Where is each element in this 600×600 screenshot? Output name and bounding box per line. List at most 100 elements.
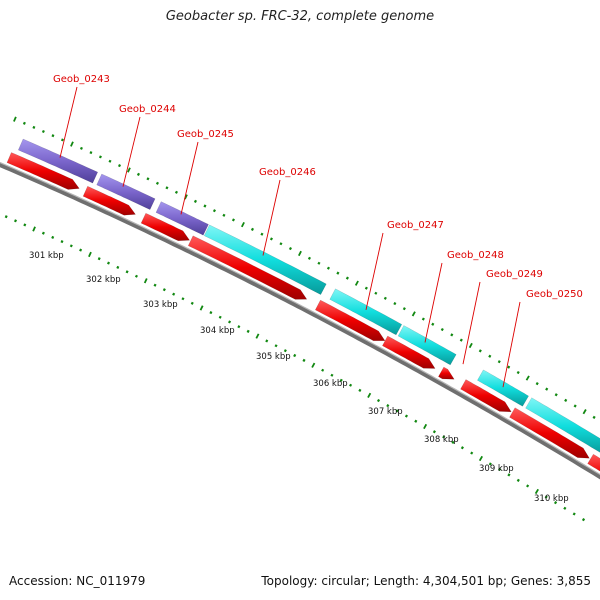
inner-minor-tick	[13, 219, 18, 223]
outer-minor-tick	[554, 393, 558, 397]
outer-minor-tick	[345, 276, 349, 280]
cds-arrow-5	[382, 335, 436, 369]
cds-arrow-3	[187, 235, 308, 300]
kbp-label-9: 309 kbp	[479, 464, 514, 474]
inner-minor-tick	[339, 378, 343, 382]
inner-minor-tick	[23, 223, 27, 227]
outer-minor-tick	[288, 246, 292, 251]
kbp-label-7: 307 kbp	[368, 407, 403, 417]
backbone-line	[0, 162, 600, 480]
inner-minor-tick	[414, 419, 418, 423]
kbp-label-4: 304 kbp	[200, 326, 235, 336]
outer-minor-tick	[459, 338, 463, 342]
inner-minor-tick	[376, 398, 381, 403]
gene-label-Geob_0243: Geob_0243	[53, 74, 110, 85]
kbp-label-5: 305 kbp	[256, 352, 291, 362]
inner-minor-tick	[488, 462, 492, 466]
inner-major-tick	[423, 423, 428, 430]
genome-summary-text: Topology: circular; Length: 4,304,501 bp…	[261, 574, 591, 588]
inner-minor-tick	[134, 274, 138, 278]
kbp-label-6: 306 kbp	[313, 379, 348, 389]
inner-minor-tick	[153, 283, 157, 287]
inner-minor-tick	[507, 473, 511, 477]
backbone-highlight	[0, 161, 600, 476]
inner-minor-tick	[321, 368, 325, 372]
outer-minor-tick	[336, 271, 340, 275]
inner-minor-tick	[460, 446, 464, 450]
inner-minor-tick	[4, 215, 8, 219]
inner-minor-tick	[60, 240, 64, 244]
cds-arrow-6	[438, 366, 455, 380]
gene-block-1	[96, 173, 156, 210]
outer-minor-tick	[222, 213, 226, 217]
outer-minor-tick	[203, 204, 207, 208]
leader-line-Geob_0244	[122, 116, 141, 187]
inner-minor-tick	[283, 349, 287, 353]
cds-arrow-4	[314, 299, 386, 342]
outer-minor-tick	[231, 218, 235, 222]
gene-label-layer: Geob_0243 Geob_0244 Geob_0245 Geob_0246 Geob…	[53, 74, 583, 388]
leader-line-Geob_0246	[262, 179, 281, 256]
inner-minor-tick	[218, 315, 222, 319]
inner-minor-tick	[563, 506, 567, 510]
leader-line-Geob_0248	[424, 262, 443, 343]
outer-minor-tick	[260, 232, 264, 236]
kbp-label-8: 308 kbp	[424, 435, 459, 445]
outer-minor-tick	[165, 186, 169, 190]
inner-minor-tick	[265, 339, 269, 343]
cds-arrow-8	[509, 407, 590, 459]
inner-minor-tick	[125, 270, 129, 274]
inner-minor-tick	[386, 404, 390, 408]
outer-minor-tick	[117, 164, 122, 168]
outer-minor-tick	[440, 327, 444, 332]
inner-minor-tick	[553, 501, 558, 505]
inner-minor-tick	[228, 320, 232, 324]
inner-minor-tick	[404, 414, 408, 418]
inner-minor-tick	[442, 435, 446, 439]
outer-minor-tick	[317, 261, 321, 265]
outer-major-tick	[582, 409, 587, 415]
outer-major-tick	[354, 280, 359, 286]
outer-minor-tick	[488, 354, 492, 358]
kbp-label-3: 303 kbp	[143, 300, 178, 310]
gene-label-Geob_0248: Geob_0248	[447, 250, 504, 261]
outer-minor-tick	[364, 286, 368, 290]
outer-minor-tick	[108, 159, 112, 163]
cds-arrow-7	[460, 379, 512, 413]
outer-minor-tick	[155, 181, 159, 185]
outer-minor-tick	[279, 242, 283, 246]
inner-minor-tick	[246, 329, 250, 333]
inner-major-tick	[199, 305, 204, 311]
outer-minor-tick	[535, 382, 539, 386]
outer-minor-tick	[41, 129, 45, 134]
gene-label-Geob_0244: Geob_0244	[119, 104, 176, 115]
outer-minor-tick	[146, 177, 150, 181]
accession-text: Accession: NC_011979	[9, 574, 146, 588]
kbp-scale-labels: 301 kbp 302 kbp 303 kbp 304 kbp 305 kbp 306 k…	[29, 251, 569, 504]
outer-tick-track	[13, 116, 596, 419]
inner-minor-tick	[274, 344, 278, 348]
inner-major-tick	[534, 488, 539, 495]
outer-minor-tick	[564, 398, 568, 402]
outer-major-tick	[411, 311, 416, 317]
inner-minor-tick	[330, 373, 334, 377]
inner-minor-tick	[470, 451, 474, 455]
inner-major-tick	[143, 278, 148, 284]
gene-label-Geob_0245: Geob_0245	[177, 129, 234, 140]
leader-line-Geob_0245	[180, 141, 199, 215]
inner-major-tick	[255, 333, 260, 339]
outer-minor-tick	[374, 291, 378, 295]
inner-minor-tick	[209, 311, 213, 315]
inner-minor-tick	[395, 409, 399, 413]
gene-feature-track	[6, 138, 600, 472]
inner-minor-tick	[106, 261, 111, 265]
leader-line-Geob_0243	[59, 86, 78, 158]
outer-minor-tick	[393, 301, 397, 306]
outer-minor-tick	[98, 155, 102, 159]
kbp-label-2: 302 kbp	[86, 275, 121, 285]
inner-minor-tick	[581, 518, 586, 522]
outer-major-tick	[468, 342, 473, 349]
gene-label-Geob_0249: Geob_0249	[486, 269, 543, 280]
